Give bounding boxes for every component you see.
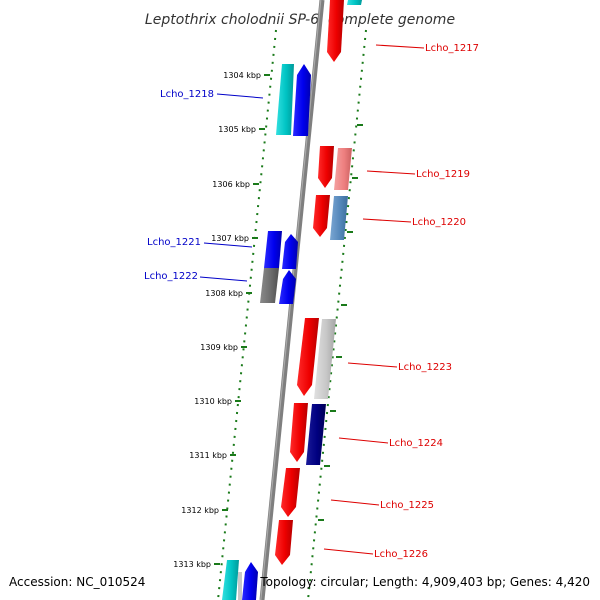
- gene-lcho-1221: [282, 234, 298, 269]
- gene-lcho-1220-red: [313, 195, 330, 237]
- kbp-ticks: 1304 kbp 1305 kbp 1306 kbp 1307 kbp 1308…: [173, 71, 363, 569]
- leader-lcho-1226: [323, 548, 374, 555]
- topology-text: Topology: circular; Length: 4,909,403 bp…: [259, 575, 590, 589]
- forward-genes: [222, 64, 311, 600]
- tick-label-1307: 1307 kbp: [211, 234, 249, 243]
- leader-lcho-1221: [203, 242, 253, 248]
- gene-lcho-1218: [293, 64, 311, 136]
- gene-labels: Lcho_1217 Lcho_1218 Lcho_1219 Lcho_1220 …: [144, 43, 479, 560]
- leader-lcho-1224: [338, 437, 389, 444]
- leader-lcho-1220: [362, 218, 412, 223]
- tick-label-1304: 1304 kbp: [223, 71, 261, 80]
- gene-lcho-1226: [275, 520, 293, 565]
- label-lcho-1218: Lcho_1218: [160, 89, 214, 100]
- gene-lcho-1223: [314, 319, 336, 399]
- tick-label-1310: 1310 kbp: [194, 397, 232, 406]
- label-lcho-1225: Lcho_1225: [380, 500, 434, 511]
- label-lcho-1226: Lcho_1226: [374, 549, 428, 560]
- gene-lcho-1219: [334, 148, 352, 190]
- gene-lcho-1220: [330, 196, 348, 240]
- leader-lcho-1223: [347, 362, 398, 368]
- label-lcho-1223: Lcho_1223: [398, 362, 452, 373]
- gene-lcho-1222-blue: [279, 270, 296, 304]
- gene-gray-1313: [238, 572, 242, 600]
- label-lcho-1217: Lcho_1217: [425, 43, 479, 54]
- label-lcho-1221: Lcho_1221: [147, 237, 201, 248]
- tick-label-1313: 1313 kbp: [173, 560, 211, 569]
- gene-lcho-1217: [327, 0, 344, 62]
- right-tick-rail: [307, 29, 367, 600]
- leader-lcho-1225: [330, 499, 380, 506]
- gene-lcho-1219-red: [318, 146, 334, 188]
- gene-red-1310: [290, 403, 308, 462]
- gene-blue-1313: [242, 562, 258, 600]
- gene-cyan-1313: [222, 560, 239, 600]
- gene-red-1309: [297, 318, 319, 396]
- leader-lcho-1217: [375, 44, 425, 49]
- gene-cyan-top: [347, 0, 362, 5]
- tick-label-1308: 1308 kbp: [205, 289, 243, 298]
- accession-text: Accession: NC_010524: [9, 575, 145, 589]
- label-lcho-1224: Lcho_1224: [389, 438, 443, 449]
- leader-lcho-1222: [199, 276, 248, 282]
- gene-lcho-1222: [260, 268, 279, 303]
- map-title: Leptothrix cholodnii SP-6, complete geno…: [145, 12, 455, 28]
- leader-lcho-1219: [366, 170, 416, 175]
- label-lcho-1222: Lcho_1222: [144, 271, 198, 282]
- gene-lcho-1224: [306, 404, 326, 465]
- tick-label-1312: 1312 kbp: [181, 506, 219, 515]
- reverse-genes: [275, 0, 362, 565]
- label-lcho-1220: Lcho_1220: [412, 217, 466, 228]
- left-tick-rail: [217, 29, 277, 600]
- tick-label-1311: 1311 kbp: [189, 451, 227, 460]
- gene-lcho-1218-cyan: [276, 64, 294, 135]
- gene-lcho-1225: [281, 468, 300, 517]
- tick-label-1306: 1306 kbp: [212, 180, 250, 189]
- tick-label-1305: 1305 kbp: [218, 125, 256, 134]
- tick-label-1309: 1309 kbp: [200, 343, 238, 352]
- label-leaders: [199, 44, 425, 555]
- gene-lcho-1221-left: [264, 231, 282, 268]
- leader-lcho-1218: [216, 93, 264, 99]
- label-lcho-1219: Lcho_1219: [416, 169, 470, 180]
